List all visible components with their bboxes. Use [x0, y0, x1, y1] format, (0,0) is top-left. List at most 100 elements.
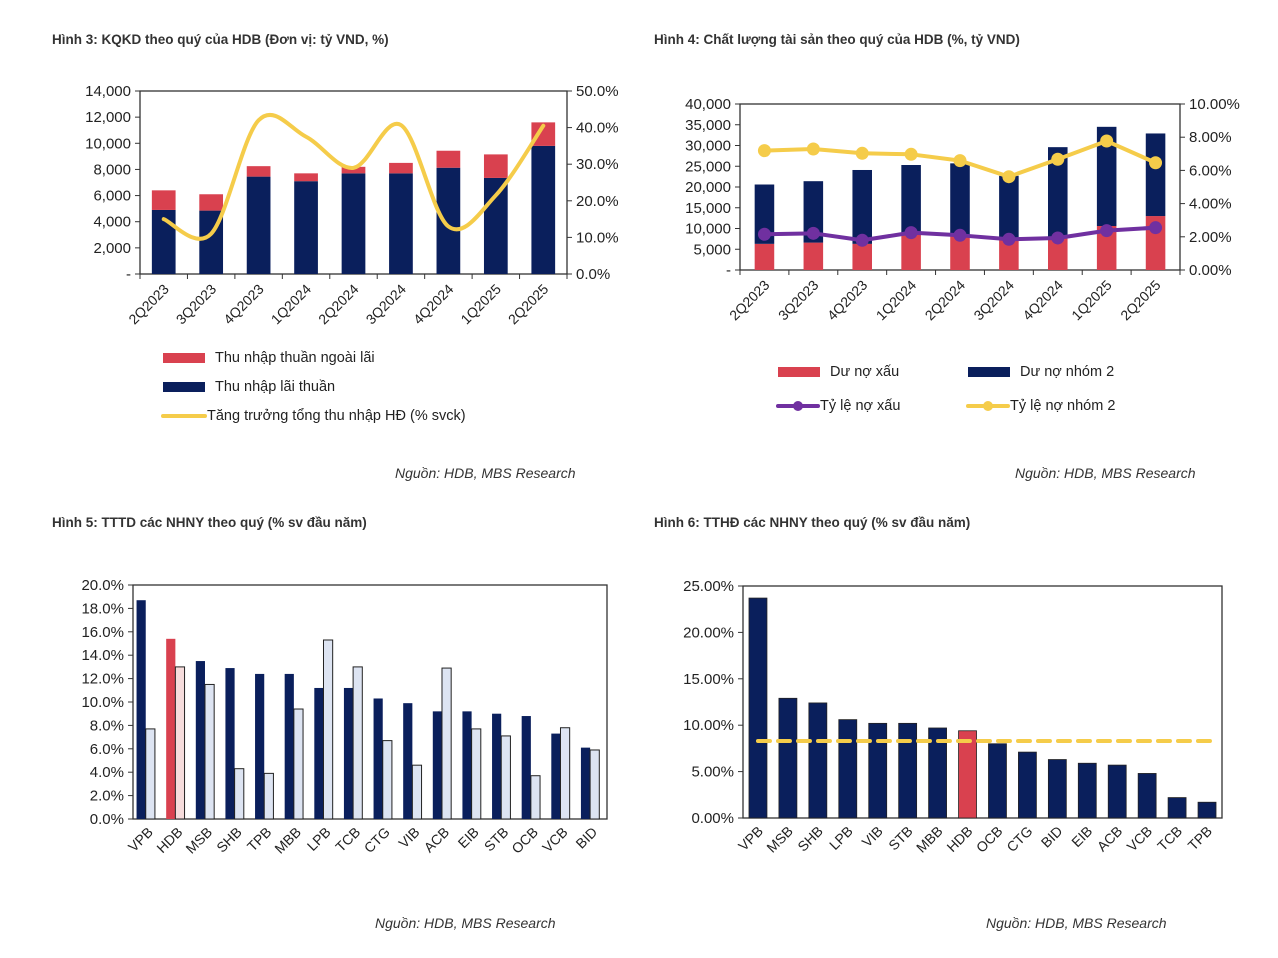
fig4-line-npl-ratio-marker [1051, 231, 1065, 245]
fig6-xtick-label: CTG [1003, 823, 1035, 855]
fig4-legend-item-group2: Dư nợ nhóm 2 [968, 364, 1114, 380]
fig4-ytick-label: 15,000 [685, 200, 731, 217]
fig5-title: Hình 5: TTTD các NHNY theo quý (% sv đầu… [52, 515, 367, 530]
fig5-ytick-label: 10.0% [81, 694, 124, 711]
fig6-plot-frame [742, 585, 1223, 819]
fig3-legend-item-non-interest: Thu nhập thuần ngoài lãi [163, 350, 375, 366]
fig4-bar-group2 [999, 175, 1019, 239]
fig3-bar-non-interest [341, 166, 366, 174]
fig4-ytick-label: 10,000 [685, 221, 731, 238]
fig3-y2tick-label: 10.0% [576, 229, 619, 246]
fig3-ytick-label: 14,000 [85, 83, 131, 100]
fig4-ytick-label: 5,000 [693, 241, 731, 258]
fig3-legend-swatch-yellow-line [161, 414, 207, 418]
fig6-ytick-label: 25.00% [683, 578, 734, 595]
fig4-legend-label: Dư nợ nhóm 2 [1020, 364, 1115, 380]
fig4-bar-npl [1096, 226, 1117, 270]
fig6-bar [1047, 759, 1067, 819]
fig6-xtick-label: ACB [1094, 823, 1126, 855]
fig4-line-npl-ratio-marker [1002, 232, 1016, 246]
fig5-bar-series1 [551, 733, 561, 819]
fig3-y2tick-label: 20.0% [576, 193, 619, 210]
fig4-y2tick-label: 6.00% [1189, 162, 1232, 179]
fig3-bar-net-interest [151, 209, 176, 274]
fig4-legend-label: Tỷ lệ nợ nhóm 2 [1010, 398, 1116, 414]
fig3-source: Nguồn: HDB, MBS Research [395, 465, 576, 481]
fig6-ytick-label: 20.00% [683, 624, 734, 641]
fig4-bar-npl [999, 238, 1019, 270]
fig6-ytick-label: 15.00% [683, 671, 734, 688]
fig4-bar-npl [754, 243, 775, 270]
fig4-legend-swatch-red [778, 367, 820, 377]
fig5-ytick-label: 0.0% [90, 811, 124, 828]
fig5-bar-series1 [343, 687, 354, 819]
fig5-bar-series2 [589, 749, 600, 820]
fig3-ytick-label: 6,000 [93, 188, 131, 205]
fig4-line-npl-ratio-marker [1149, 221, 1163, 235]
fig5-ytick-label: 8.0% [90, 717, 124, 734]
fig4-line-npl-ratio-marker [904, 226, 918, 240]
fig4-bar-npl [950, 235, 970, 270]
fig4-ytick-label: 40,000 [685, 96, 731, 113]
fig3-title: Hình 3: KQKD theo quý của HDB (Đơn vị: t… [52, 32, 389, 47]
fig5-bar-series1 [225, 668, 235, 819]
fig6-xtick-label: TPB [1185, 823, 1216, 854]
fig4-bar-group2 [754, 184, 775, 244]
fig4-y2tick-label: 4.00% [1189, 196, 1232, 213]
fig4-legend-item-group2-ratio: Tỷ lệ nợ nhóm 2 [966, 398, 1115, 414]
fig4-legend-label: Dư nợ xấu [830, 364, 900, 380]
fig4-line-npl-ratio-marker [757, 227, 771, 241]
fig4-line-group2-ratio-marker [806, 142, 820, 156]
fig6-xtick-label: EIB [1068, 823, 1095, 850]
fig4-line-group2-ratio-marker [1149, 156, 1163, 170]
fig5-bar-series2 [441, 667, 452, 820]
fig4-line-group2-ratio-marker [904, 147, 918, 161]
fig4-y2tick-label: 2.00% [1189, 229, 1232, 246]
fig6-xtick-label: MBB [913, 823, 946, 856]
fig3-bar-non-interest [531, 122, 556, 146]
fig3-legend-label: Thu nhập thuần ngoài lãi [215, 350, 375, 366]
fig6-xtick-label: LPB [826, 823, 856, 853]
fig4-line-group2-ratio-marker [953, 154, 967, 168]
fig4-bar-group2 [803, 181, 824, 243]
fig5-ytick-label: 18.0% [81, 600, 124, 617]
fig4-bar-group2 [1145, 133, 1166, 217]
fig6-bar [868, 722, 888, 819]
fig3-bar-non-interest [199, 194, 224, 211]
fig4-ytick-label: 25,000 [685, 158, 731, 175]
fig4-legend-swatch-yellow-line [966, 401, 1010, 411]
fig3-legend-swatch-navy [163, 382, 205, 392]
fig3-bar-net-interest [389, 173, 413, 274]
fig4-line-npl-ratio-marker [1100, 224, 1114, 238]
fig5-bar-series1 [492, 713, 502, 819]
fig5-bar-series2 [471, 728, 482, 820]
fig6-ytick-label: 5.00% [691, 764, 734, 781]
fig5-bar-series2 [530, 775, 541, 820]
fig5-ytick-label: 12.0% [81, 671, 124, 688]
fig3-bar-non-interest [436, 150, 461, 168]
fig6-xtick-label: VPB [735, 823, 766, 854]
fig4-bar-group2 [1048, 147, 1068, 238]
fig5-bar-series1 [373, 698, 383, 819]
fig6-xtick-label: SHB [794, 823, 826, 855]
fig5-bar-series1 [314, 687, 324, 819]
fig6-bar [1167, 797, 1187, 819]
fig6-xtick-label: TCB [1154, 823, 1185, 854]
fig6-bar [958, 730, 977, 819]
fig4-ytick-label: - [726, 262, 731, 279]
fig6-bar [838, 719, 858, 819]
fig6-source: Nguồn: HDB, MBS Research [986, 915, 1167, 931]
fig3-bar-net-interest [246, 176, 271, 274]
fig4-bar-group2 [1096, 126, 1117, 227]
fig5-source: Nguồn: HDB, MBS Research [375, 915, 556, 931]
fig6-xtick-label: VIB [859, 823, 886, 850]
fig5-ytick-label: 16.0% [81, 624, 124, 641]
fig3-ytick-label: - [126, 266, 131, 283]
fig5-bar-series2 [382, 740, 393, 820]
fig4-ytick-label: 35,000 [685, 117, 731, 134]
fig4-line-group2-ratio-marker [757, 144, 771, 158]
fig3-bar-non-interest [294, 173, 318, 182]
